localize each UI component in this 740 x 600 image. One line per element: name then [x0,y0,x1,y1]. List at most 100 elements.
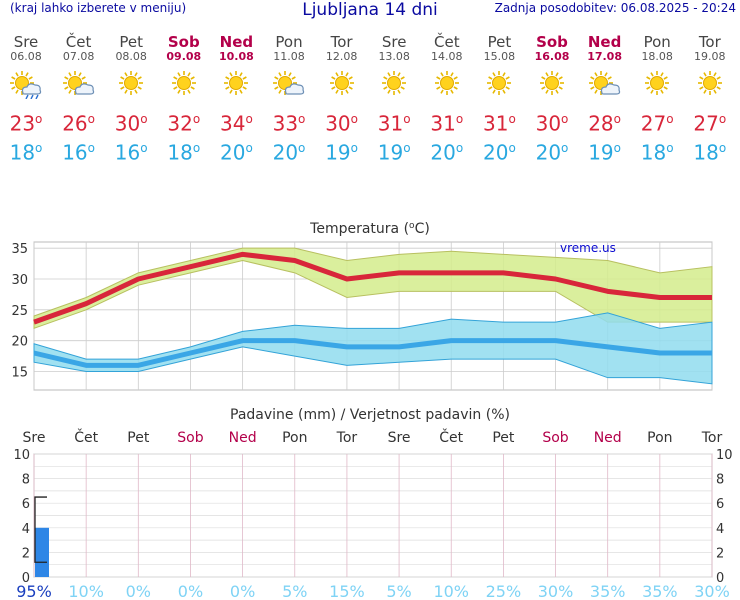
sun-icon [473,64,525,104]
max-temperature: 26o [62,111,95,136]
day-name: Sre [381,33,407,51]
probability-label: 0% [178,582,203,600]
precipitation-chart: Padavine (mm) / Verjetnost padavin (%) Sr… [13,407,733,600]
day-date: 16.08 [534,50,570,63]
day-column: Tor 19.08 27o 18o [684,33,736,165]
sun-icon [105,64,157,104]
sun-icon [526,64,578,104]
probability-label: 95% [16,582,52,600]
x-tick-label: Čet [74,428,98,446]
day-date: 06.08 [10,50,42,63]
y-tick-label: 8 [22,473,30,488]
probability-label: 0% [230,582,255,600]
y-tick-label-right: 8 [716,473,724,488]
min-temperature: 19o [325,140,358,165]
min-temperature: 18o [640,140,674,165]
x-tick-label: Tor [336,430,358,446]
x-tick-label: Sob [542,430,568,446]
max-temperature: 31o [377,111,411,136]
y-tick-label: 15 [11,366,28,381]
day-name: Ned [219,33,254,51]
min-temperature: 20o [482,140,516,165]
y-tick-label: 6 [22,497,30,512]
x-tick-label: Čet [439,428,463,446]
day-column: Pet 08.08 30o 16o [105,34,157,165]
day-name: Tor [698,33,721,51]
x-tick-label: Pon [282,430,307,446]
precip-bar [35,527,49,577]
day-date: 08.08 [115,50,147,63]
day-date: 07.08 [62,50,95,63]
min-temperature: 16o [114,140,148,165]
y-tick-label: 4 [22,522,30,537]
day-name: Pon [643,33,671,51]
sun-cloud-icon [263,64,315,104]
day-date: 18.08 [641,50,673,63]
day-name: Sob [167,33,200,51]
series-line [33,338,712,368]
sun-icon [631,64,683,104]
day-name: Pet [487,33,512,51]
chart-title: Padavine (mm) / Verjetnost padavin (%) [230,407,510,423]
last-update: Zadnja posodobitev: 06.08.2025 - 20:24 [494,1,736,15]
probability-label: 30% [538,582,574,600]
day-name: Čet [65,33,92,51]
max-temperature: 28o [588,111,621,136]
x-tick-label: Tor [701,430,723,446]
min-temperature: 18o [9,140,43,165]
sun-icon [368,64,420,104]
day-name: Sre [13,33,39,51]
max-temperature: 30o [325,111,358,136]
probability-label: 10% [433,582,469,600]
y-tick-label-right: 10 [716,448,733,463]
max-temperature: 31o [482,111,516,136]
x-tick-label: Sre [23,430,46,446]
max-temperature: 23o [9,111,43,136]
probability-label: 30% [694,582,730,600]
min-temperature: 16o [62,140,95,165]
max-temperature: 27o [640,111,674,136]
precip-range-bar [34,496,47,563]
sun-cloud-rain-icon [0,64,52,104]
day-date: 19.08 [694,50,726,63]
day-column: Sob 16.08 30o 20o [526,33,578,165]
y-tick-label-right: 2 [716,546,724,561]
day-column: Pet 15.08 31o 20o [473,33,525,165]
x-tick-label: Sre [388,430,411,446]
day-date: 09.08 [166,50,202,63]
sun-icon [421,64,473,104]
day-name: Sob [536,33,568,51]
probability-label: 35% [642,582,678,600]
y-tick-label-right: 4 [716,522,724,537]
day-column: Ned 17.08 28o 19o [579,34,631,165]
y-tick-label-right: 0 [716,571,724,586]
sun-icon [158,64,210,104]
y-tick-label: 10 [13,448,30,463]
y-tick-label-right: 6 [716,497,724,512]
sun-icon [210,64,262,104]
day-column: Sre 13.08 31o 19o [368,33,420,165]
day-name: Čet [434,33,460,51]
probability-label: 35% [590,582,626,600]
max-temperature: 32o [167,111,201,136]
sun-icon [684,64,736,104]
day-name: Pon [275,33,303,51]
day-date: 11.08 [273,50,305,63]
day-column: Pon 11.08 33o 20o [263,33,315,165]
temperature-chart: Temperatura (oC) 15 20 25 30 35 vreme.us [11,221,713,391]
probability-label: 5% [386,582,411,600]
sun-cloud-icon [579,64,631,104]
watermark: vreme.us [560,241,616,255]
day-date: 15.08 [483,50,516,63]
min-temperature: 20o [430,140,464,165]
max-temperature: 33o [272,111,306,136]
max-temperature: 34o [219,111,253,136]
x-tick-label: Pet [127,430,150,446]
day-date: 14.08 [431,50,463,63]
x-tick-label: Ned [594,430,622,446]
probability-label: 25% [486,582,522,600]
day-date: 10.08 [218,50,254,63]
y-tick-label: 2 [22,546,30,561]
y-tick-label: 25 [11,304,28,319]
chart-title: Temperatura (oC) [309,221,430,237]
